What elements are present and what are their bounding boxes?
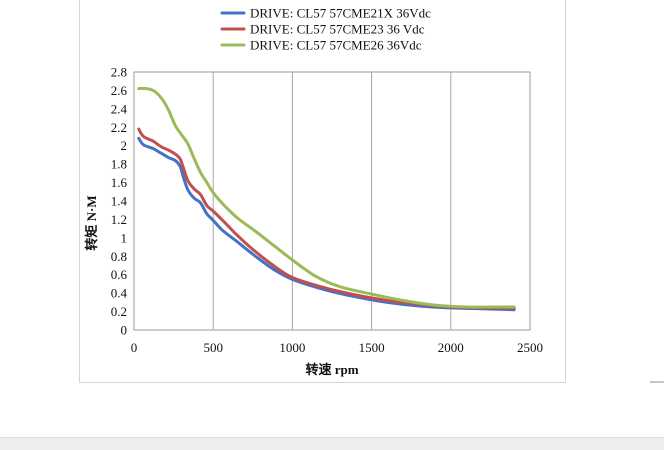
chart-frame	[79, 0, 566, 383]
y-tick-label: 2.2	[111, 120, 127, 135]
y-tick-label: 1.2	[111, 212, 127, 227]
edge-mark	[650, 381, 664, 383]
y-tick-label: 0.6	[111, 267, 128, 282]
series-lines	[137, 86, 516, 312]
y-tick-label: 1.4	[111, 194, 128, 209]
legend-label-1: DRIVE: CL57 57CME21X 36Vdc	[250, 6, 431, 21]
y-tick-label: 2	[121, 138, 128, 153]
x-axis-title: 转速 rpm	[305, 362, 358, 377]
series-line-3	[137, 86, 516, 309]
y-tick-label: 1.6	[111, 175, 128, 190]
y-tick-label: 0.4	[111, 286, 128, 301]
grid-lines	[212, 72, 452, 330]
plot-area	[133, 71, 531, 331]
y-tick-label: 0.8	[111, 249, 127, 264]
y-axis-title: 转矩 N·M	[84, 195, 99, 250]
x-tick-label: 0	[131, 340, 138, 355]
y-tick-label: 1.8	[111, 157, 127, 172]
x-tick-label: 2500	[517, 340, 543, 355]
y-tick-label: 0	[121, 323, 128, 338]
x-tick-label: 500	[203, 340, 223, 355]
legend-label-3: DRIVE: CL57 57CME26 36Vdc	[250, 38, 422, 53]
series-line-2	[137, 127, 516, 310]
x-tick-label: 2000	[438, 340, 464, 355]
y-tick-label: 2.8	[111, 65, 127, 80]
y-tick-label: 2.6	[111, 83, 128, 98]
y-tick-label: 1	[121, 230, 128, 245]
x-axis-ticks: 0 500 1000 1500 2000 2500	[131, 340, 543, 355]
series-line-1	[137, 136, 516, 312]
x-tick-label: 1500	[359, 340, 385, 355]
y-tick-label: 0.2	[111, 304, 127, 319]
legend-label-2: DRIVE: CL57 57CME23 36 Vdc	[250, 22, 425, 37]
bottom-bar	[0, 437, 664, 450]
x-tick-label: 1000	[279, 340, 305, 355]
y-tick-label: 2.4	[111, 101, 128, 116]
y-axis-ticks: 0 0.2 0.4 0.6 0.8 1 1.2 1.4 1.6 1.8 2 2.2 2.4 2.6 2.8	[111, 65, 128, 338]
